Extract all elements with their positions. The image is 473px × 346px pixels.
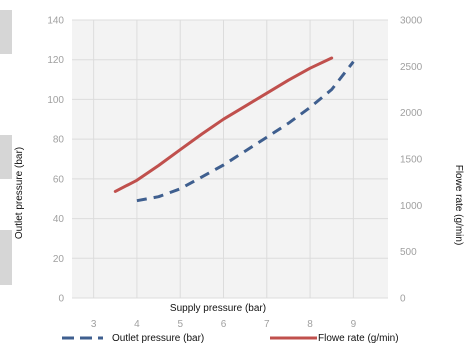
- y-tick-label: 0: [58, 294, 64, 305]
- x-tick-label: 4: [134, 319, 140, 330]
- y2-tick-label: 3000: [400, 16, 423, 27]
- y-tick-label: 20: [53, 254, 65, 265]
- left-edge-tab-1: [0, 10, 12, 54]
- legend-label-outlet-pressure: Outlet pressure (bar): [112, 333, 204, 344]
- x-tick-label: 5: [177, 319, 183, 330]
- y2-tick-label: 1500: [400, 155, 423, 166]
- x-tick-label: 3: [91, 319, 97, 330]
- y-tick-label: 100: [47, 95, 64, 106]
- y-tick-label: 140: [47, 16, 64, 27]
- y2-tick-label: 2000: [400, 108, 423, 119]
- y-axis-title: Outlet pressure (bar): [14, 147, 25, 239]
- y2-tick-label: 1000: [400, 201, 423, 212]
- series-line-flow-rate: [113, 56, 334, 193]
- left-edge-tab-2: [0, 135, 12, 179]
- y-tick-label: 40: [53, 214, 65, 225]
- legend-label-flow-rate: Flowe rate (g/min): [318, 333, 399, 344]
- y2-tick-label: 500: [400, 247, 417, 258]
- legend: Outlet pressure (bar) Flowe rate (g/min): [62, 333, 399, 344]
- series: [113, 56, 355, 203]
- x-tick-label: 8: [307, 319, 313, 330]
- tick-labels: 0 20 40 60 80 100 120 140 3 4 5 6 7 8 9 0 500 1000 1500 200…: [47, 16, 422, 331]
- y-tick-label: 80: [53, 135, 65, 146]
- x-tick-label: 9: [351, 319, 357, 330]
- series-line-outlet-pressure: [136, 60, 355, 203]
- x-tick-label: 7: [264, 319, 270, 330]
- x-tick-label: 6: [221, 319, 227, 330]
- left-edge-tab-3: [0, 230, 12, 285]
- y2-tick-label: 2500: [400, 62, 423, 73]
- grid: [72, 19, 388, 299]
- y-tick-label: 60: [53, 174, 65, 185]
- x-axis-title: Supply pressure (bar): [170, 303, 266, 314]
- plot-area: [72, 20, 388, 298]
- y2-tick-label: 0: [400, 294, 406, 305]
- y-tick-label: 120: [47, 55, 64, 66]
- y2-axis-title: Flowe rate (g/min): [453, 165, 464, 246]
